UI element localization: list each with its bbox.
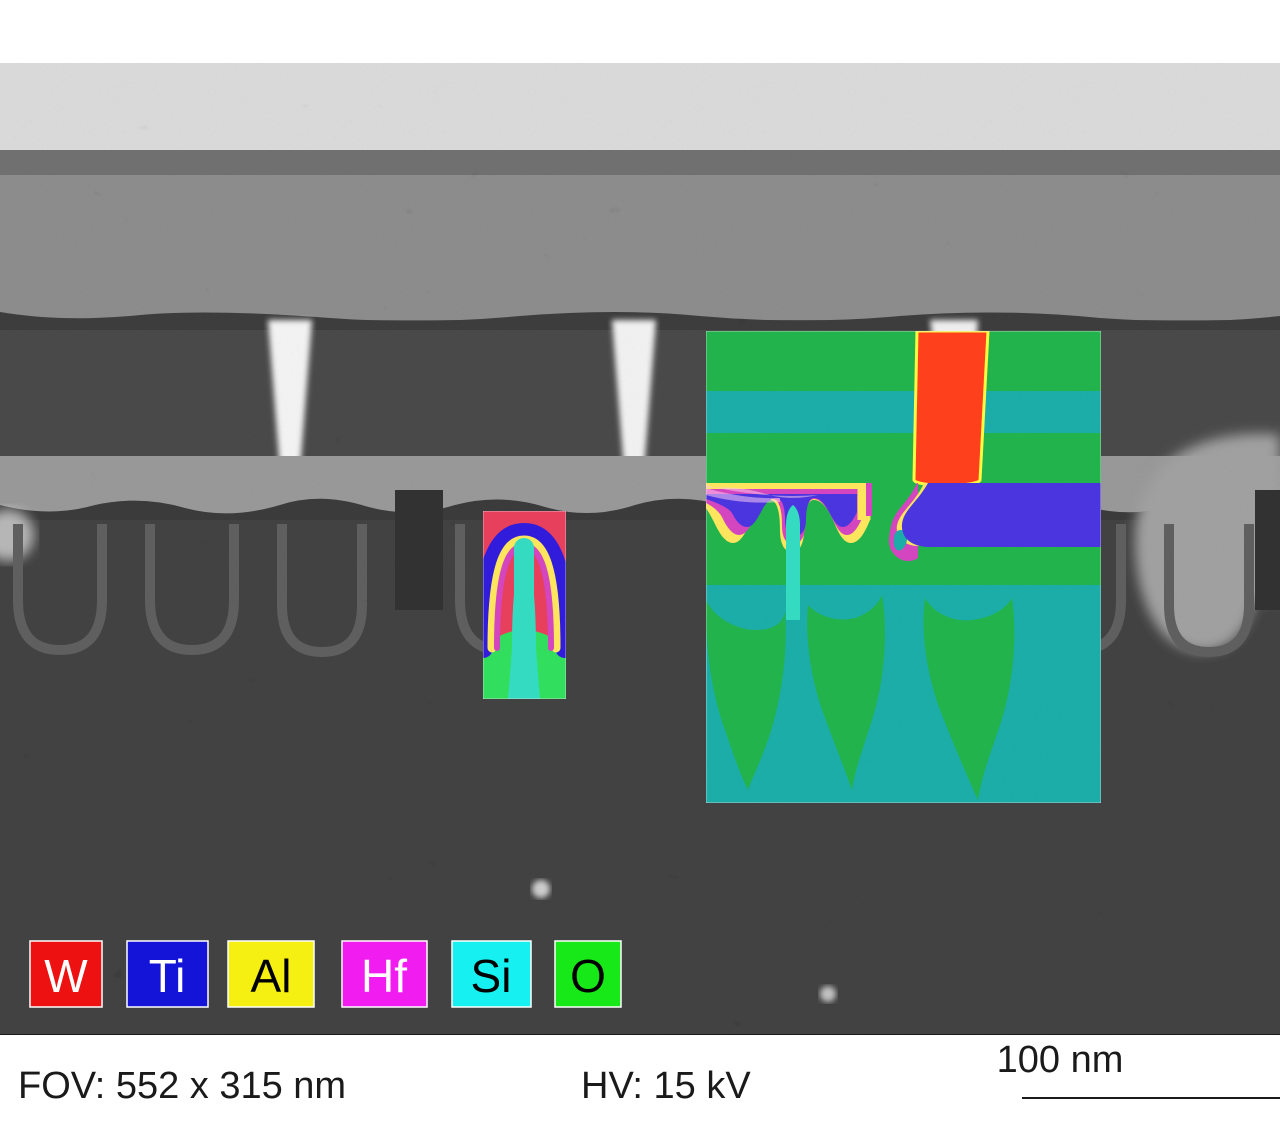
- svg-text:Ti: Ti: [149, 950, 186, 1002]
- svg-text:Si: Si: [471, 950, 512, 1002]
- svg-text:W: W: [44, 950, 88, 1002]
- svg-text:HV: 15 kV: HV: 15 kV: [581, 1065, 751, 1107]
- svg-text:FOV: 552 x 315 nm: FOV: 552 x 315 nm: [18, 1065, 346, 1107]
- svg-text:100 nm: 100 nm: [997, 1039, 1124, 1081]
- svg-text:Hf: Hf: [361, 950, 407, 1002]
- svg-text:O: O: [570, 950, 606, 1002]
- svg-text:Al: Al: [251, 950, 292, 1002]
